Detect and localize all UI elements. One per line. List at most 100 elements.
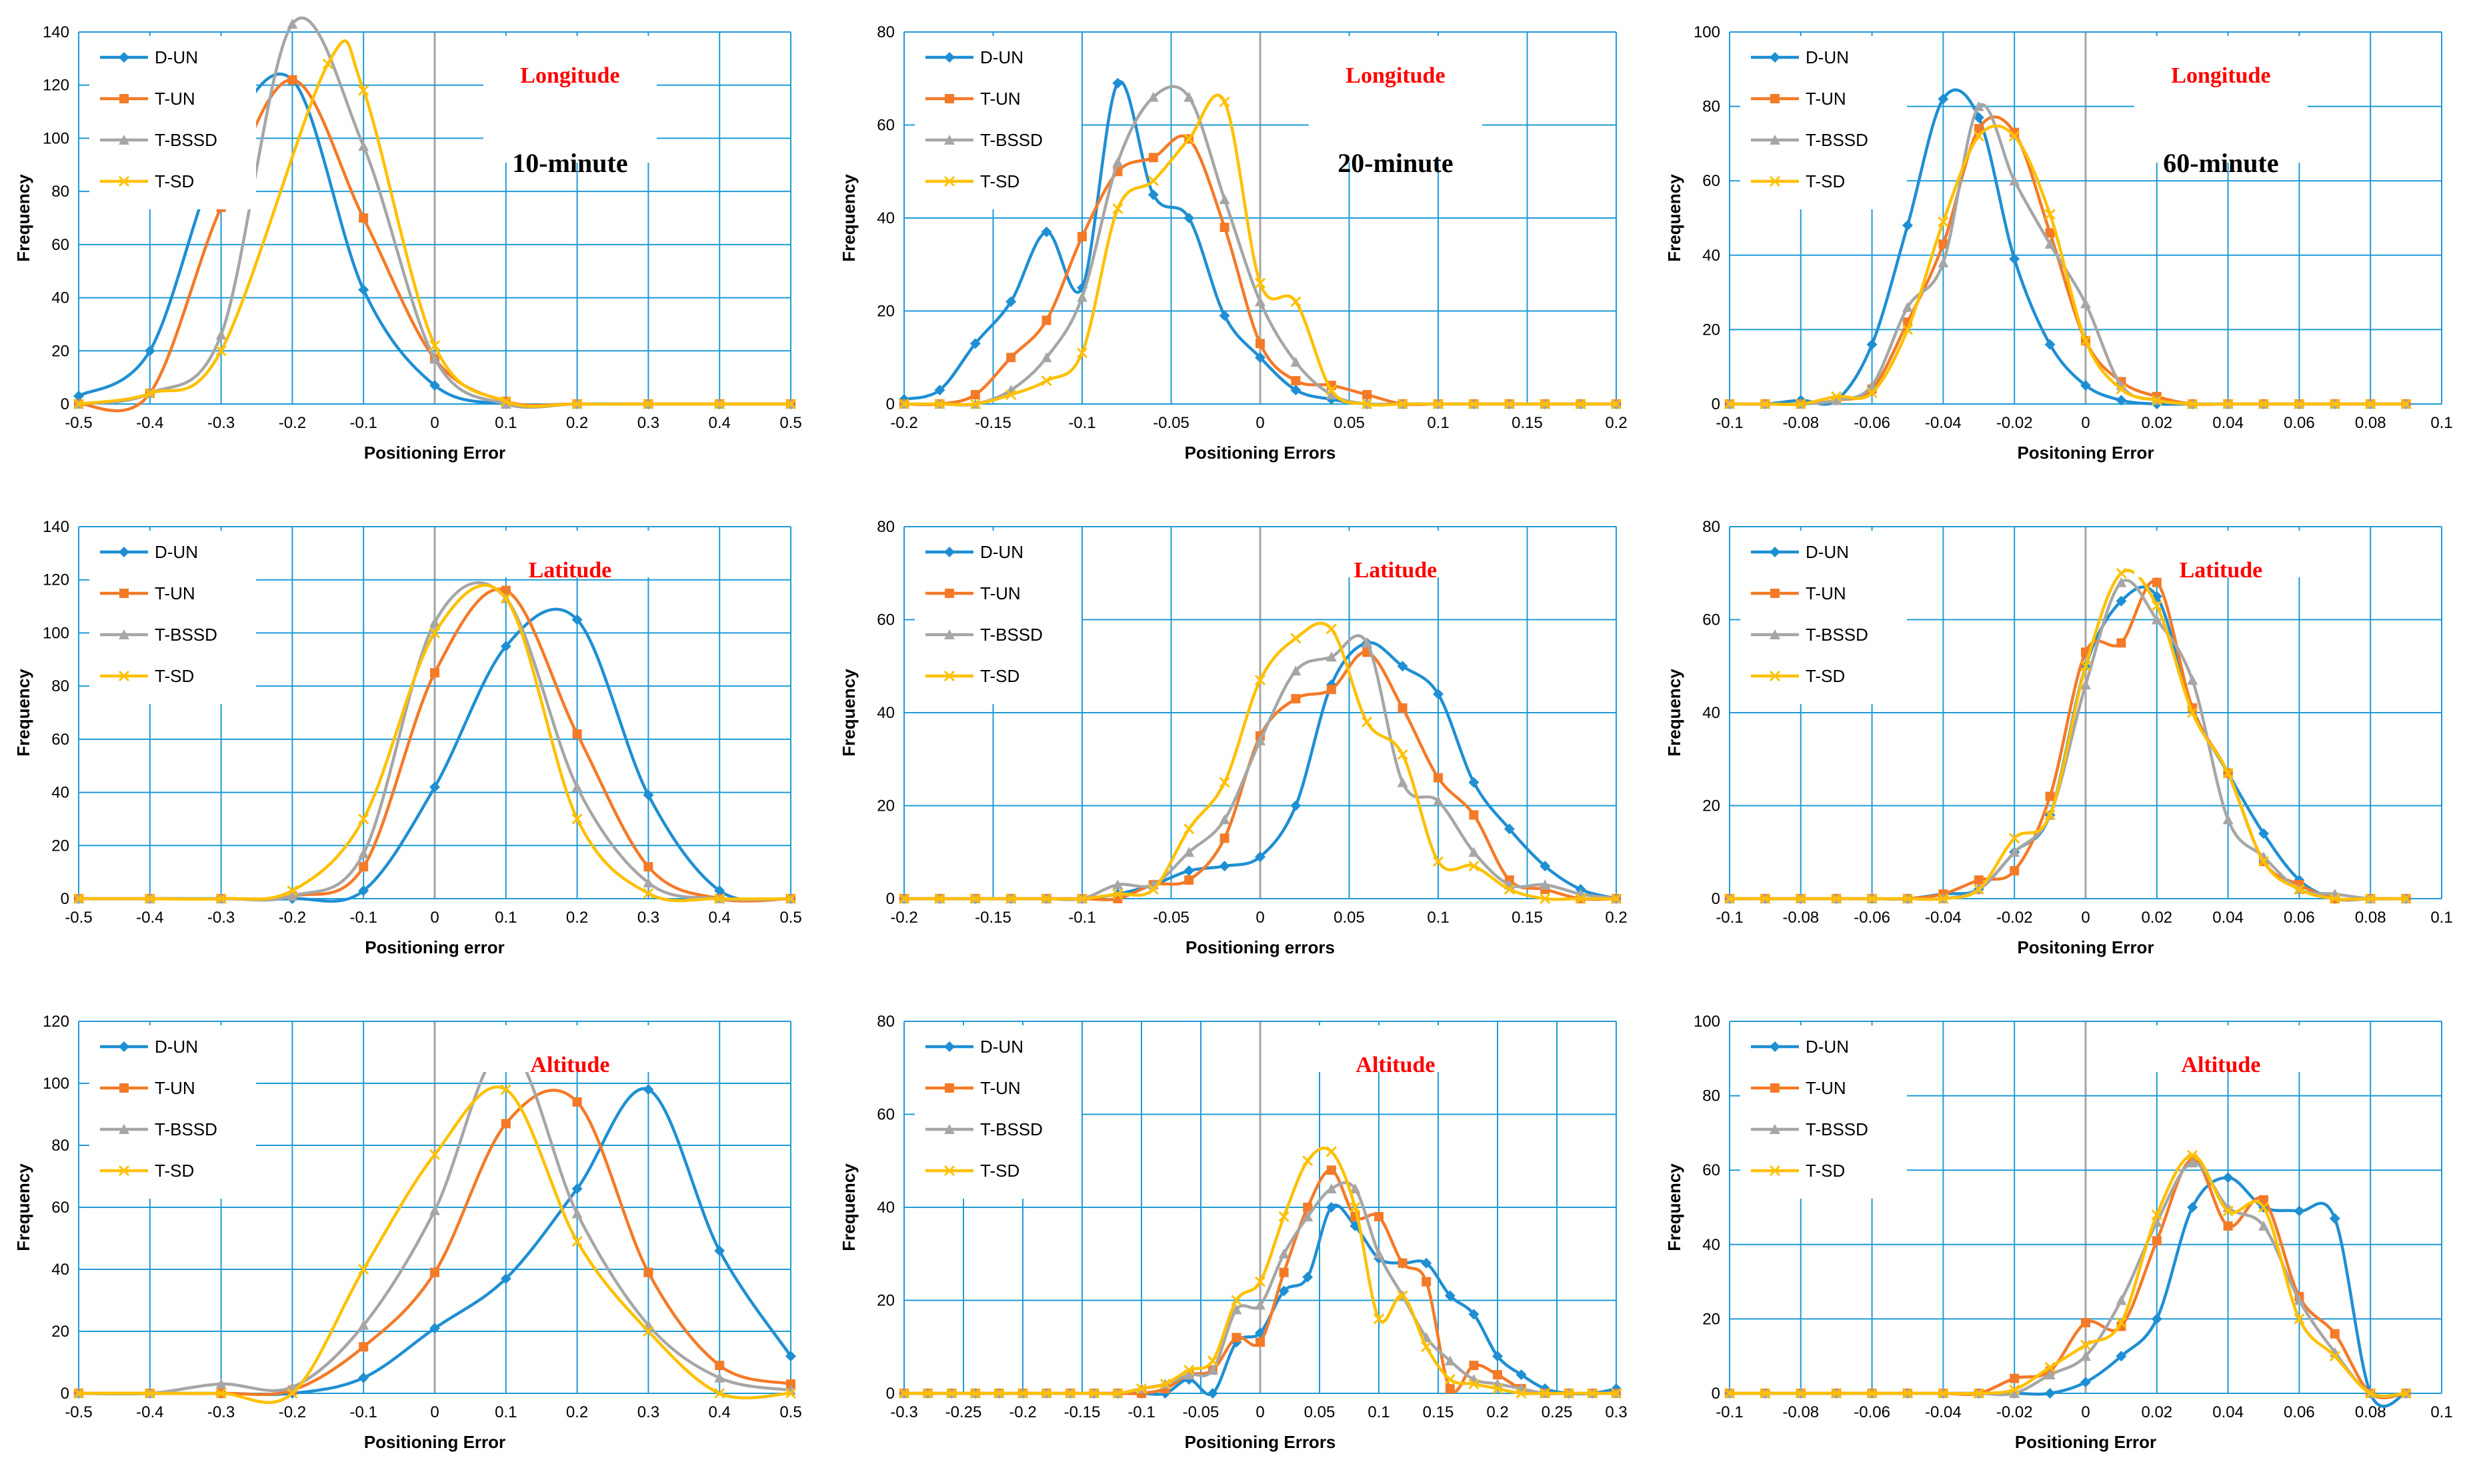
legend-label: T-UN bbox=[980, 1078, 1021, 1098]
data-point-t-bssd bbox=[2116, 1295, 2127, 1305]
x-axis-label: Positioning error bbox=[365, 937, 504, 957]
y-tick-label: 120 bbox=[43, 1013, 69, 1031]
data-point-t-bssd bbox=[1770, 135, 1780, 145]
data-point-d-un bbox=[1183, 865, 1195, 877]
data-point-t-bssd bbox=[1183, 91, 1195, 102]
data-point-t-sd bbox=[2400, 893, 2412, 905]
data-point-t-sd bbox=[1065, 1387, 1076, 1399]
x-tick-label: -0.08 bbox=[1782, 909, 1819, 927]
chart-title: Altitude bbox=[530, 1053, 609, 1077]
data-point-t-un bbox=[2223, 1221, 2233, 1231]
title-box: Altitude bbox=[2134, 1025, 2308, 1077]
legend-label: T-UN bbox=[1806, 89, 1846, 109]
data-point-t-bssd bbox=[1255, 1299, 1266, 1310]
data-point-t-sd bbox=[1159, 1378, 1171, 1390]
series-group bbox=[1724, 1149, 2412, 1408]
x-tick-label: 0.3 bbox=[637, 414, 659, 432]
data-point-t-un bbox=[2330, 1329, 2340, 1339]
legend-label: D-UN bbox=[980, 47, 1023, 67]
chart-panel-4: -0.5 -0.4 -0.3 -0.2 -0.1 0 0.1 0.2 0.3 0.4 0.5 0 20 4… bbox=[13, 518, 802, 957]
data-point-d-un bbox=[1468, 1309, 1480, 1320]
data-point-t-bssd bbox=[2187, 1157, 2198, 1168]
data-point-t-sd bbox=[2116, 567, 2127, 579]
data-point-t-bssd bbox=[1468, 847, 1480, 857]
x-tick-label: -0.02 bbox=[1996, 1403, 2033, 1421]
y-tick-label: 20 bbox=[51, 1323, 69, 1341]
data-point-t-un bbox=[643, 1267, 653, 1277]
x-tick-label: 0.04 bbox=[2212, 1403, 2244, 1421]
data-point-t-bssd bbox=[1231, 1304, 1242, 1315]
legend-label: T-SD bbox=[1806, 171, 1845, 191]
data-point-t-sd bbox=[358, 813, 369, 825]
markers-t-sd bbox=[898, 96, 1622, 410]
data-point-t-sd bbox=[1397, 1290, 1408, 1301]
x-axis-label: Positioning Errors bbox=[1185, 443, 1336, 463]
x-tick-label: 0.1 bbox=[1427, 909, 1449, 927]
markers-t-sd bbox=[73, 593, 797, 905]
x-tick-label: 0.1 bbox=[1368, 1403, 1390, 1421]
title-background bbox=[2134, 531, 2308, 577]
data-point-d-un bbox=[934, 385, 945, 396]
title-background bbox=[2134, 36, 2308, 163]
data-point-d-un bbox=[1183, 213, 1195, 223]
data-point-t-sd bbox=[1724, 1387, 1736, 1399]
y-tick-label: 80 bbox=[51, 183, 69, 201]
data-point-d-un bbox=[1770, 547, 1780, 557]
series-group bbox=[898, 621, 1622, 905]
data-point-t-sd bbox=[2080, 335, 2092, 347]
y-tick-label: 140 bbox=[43, 518, 69, 536]
data-point-t-bssd bbox=[1183, 847, 1195, 857]
data-point-t-sd bbox=[946, 1387, 957, 1399]
data-point-t-sd bbox=[1326, 623, 1337, 635]
data-point-t-sd bbox=[1504, 398, 1515, 410]
data-point-d-un bbox=[1397, 661, 1408, 672]
data-point-t-sd bbox=[2258, 398, 2270, 410]
chart-panel-2: -0.2 -0.15 -0.1 -0.05 0 0.05 0.1 0.15 0.2 0 20 40 60… bbox=[839, 23, 1628, 463]
data-point-t-sd bbox=[144, 893, 155, 905]
data-point-d-un bbox=[358, 284, 369, 295]
data-point-t-sd bbox=[934, 893, 945, 905]
legend-label: T-BSSD bbox=[1806, 625, 1868, 645]
y-tick-label: 60 bbox=[51, 1199, 69, 1217]
data-point-d-un bbox=[1278, 1285, 1290, 1297]
data-point-t-sd bbox=[969, 1387, 981, 1399]
data-point-t-bssd bbox=[1326, 1183, 1337, 1194]
data-point-t-sd bbox=[1041, 375, 1052, 387]
data-point-t-sd bbox=[1540, 893, 1551, 905]
data-point-t-bssd bbox=[1770, 1124, 1780, 1134]
data-point-t-bssd bbox=[215, 329, 227, 340]
legend-label: T-BSSD bbox=[1806, 1119, 1868, 1139]
data-point-t-sd bbox=[1397, 749, 1408, 760]
data-point-t-bssd bbox=[714, 1372, 725, 1383]
data-point-d-un bbox=[1219, 861, 1230, 872]
data-point-t-sd bbox=[1760, 893, 1771, 905]
data-point-d-un bbox=[643, 1084, 654, 1095]
data-point-t-sd bbox=[118, 1165, 130, 1177]
legend-label: T-UN bbox=[1806, 583, 1846, 603]
x-axis-label: Positioning errors bbox=[1185, 937, 1335, 957]
data-point-t-un bbox=[970, 390, 980, 400]
x-tick-label: 0.2 bbox=[566, 1403, 588, 1421]
data-point-d-un bbox=[714, 1245, 725, 1257]
x-tick-label: 0.06 bbox=[2284, 1403, 2315, 1421]
data-point-d-un bbox=[429, 1323, 440, 1334]
markers-t-sd bbox=[1724, 1149, 2412, 1399]
x-tick-label: 0 bbox=[2081, 414, 2090, 432]
data-point-t-sd bbox=[1516, 1387, 1527, 1399]
chart-panel-8: -0.3 -0.25 -0.2 -0.15 -0.1 -0.05 0 0.05 0.1 0.15 0… bbox=[839, 1013, 1628, 1452]
data-point-t-sd bbox=[2044, 809, 2056, 821]
data-point-t-bssd bbox=[1290, 357, 1302, 367]
data-point-d-un bbox=[1444, 1290, 1456, 1301]
data-point-t-sd bbox=[1902, 1387, 1914, 1399]
x-tick-label: -0.2 bbox=[890, 909, 917, 927]
data-point-t-sd bbox=[2365, 1387, 2376, 1399]
x-tick-label: -0.04 bbox=[1925, 414, 1962, 432]
data-point-t-sd bbox=[934, 398, 945, 410]
data-point-t-un bbox=[119, 94, 129, 103]
data-point-t-sd bbox=[2009, 131, 2020, 142]
data-point-t-un bbox=[1770, 589, 1780, 598]
data-point-t-sd bbox=[943, 670, 955, 682]
data-point-t-sd bbox=[2044, 209, 2056, 220]
y-tick-label: 80 bbox=[1702, 1087, 1720, 1105]
data-point-d-un bbox=[571, 614, 583, 625]
